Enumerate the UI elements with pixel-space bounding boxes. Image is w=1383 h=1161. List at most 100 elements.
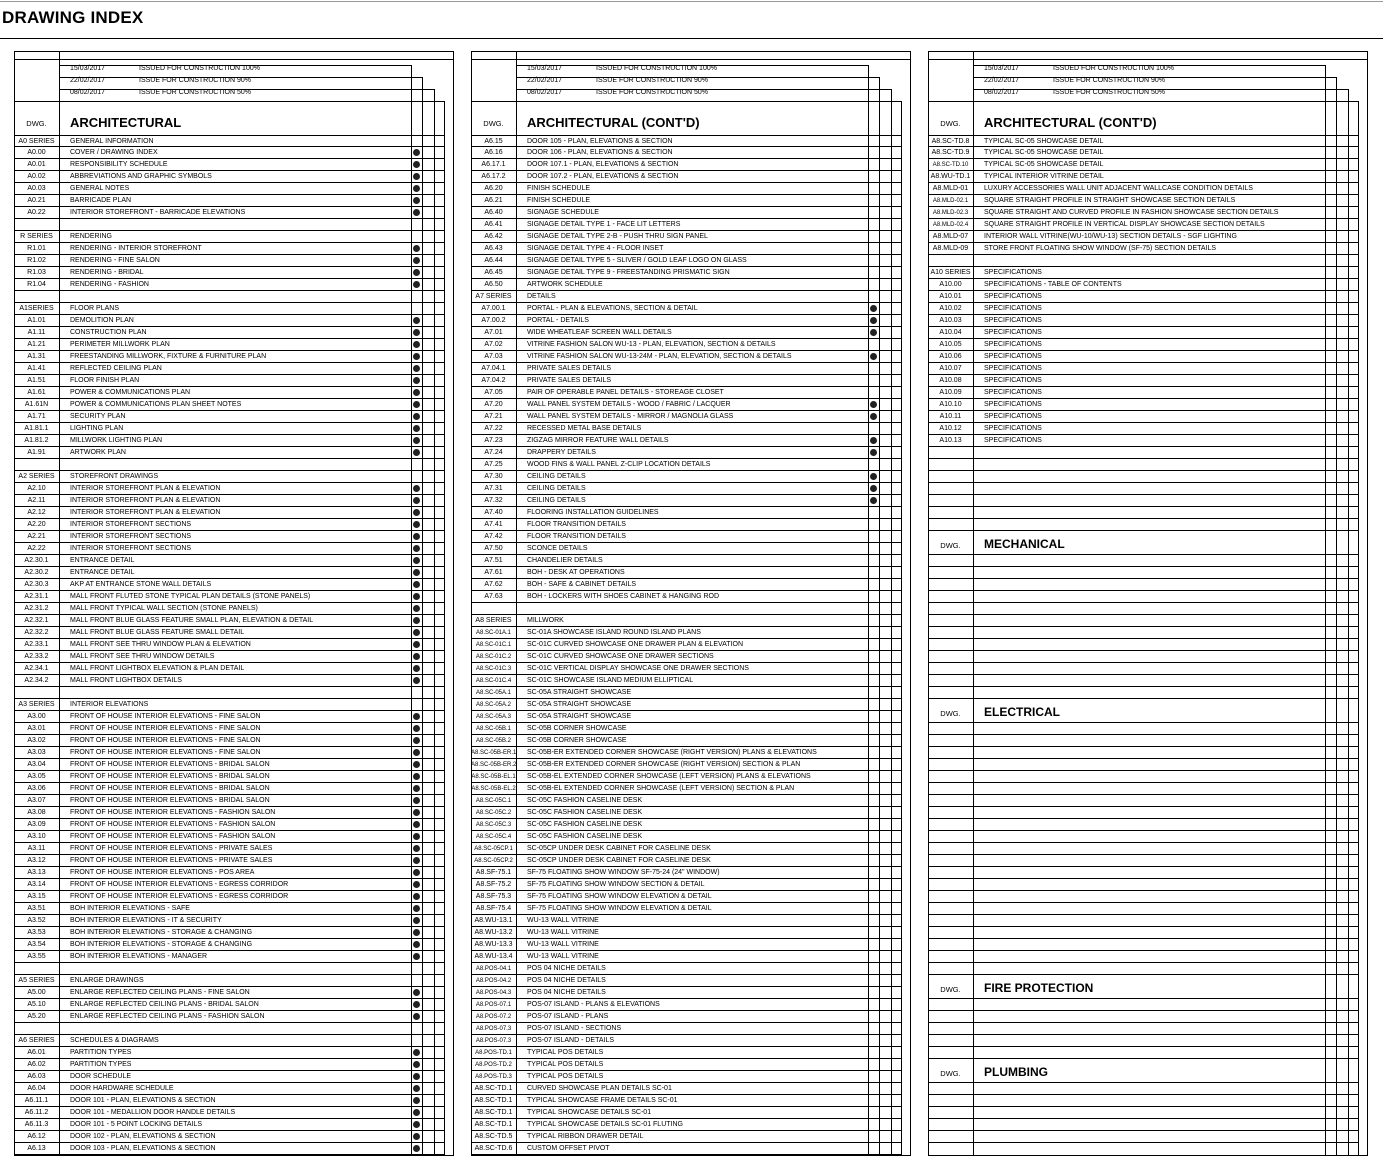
drawing-number: A8.SC-TD.1 xyxy=(474,1109,513,1116)
drawing-number: A8.POS-07.3 xyxy=(475,1026,512,1032)
drawing-number: A8.POS-TD.2 xyxy=(475,1062,512,1068)
drawing-number: A8.SC-05B-EL.2 xyxy=(471,786,516,792)
dwg-label: DWG. xyxy=(940,709,961,718)
drawing-number: A1.51 xyxy=(27,377,46,384)
table-row: A7.23 ZIGZAG MIRROR FEATURE WALL DETAILS xyxy=(471,435,901,447)
issue-date: 08/02/2017 xyxy=(70,89,106,96)
drawing-number: A8.SC-01A.1 xyxy=(475,630,512,636)
table-row: A0.03 GENERAL NOTES xyxy=(14,183,444,195)
table-row: A10.12 SPECIFICATIONS xyxy=(928,423,1358,435)
drawing-title: SF-75 FLOATING SHOW WINDOW ELEVATION & D… xyxy=(527,893,712,900)
issue-label: ISSUE FOR CONSTRUCTION 50% xyxy=(1053,89,1166,96)
issued-dot-icon xyxy=(413,1073,420,1080)
table-row: A0.01 RESPONSIBILITY SCHEDULE xyxy=(14,159,444,171)
drawing-title: SC-01A SHOWCASE ISLAND ROUND ISLAND PLAN… xyxy=(527,629,701,636)
drawing-number: A3.05 xyxy=(27,773,46,780)
drawing-number: A7.63 xyxy=(484,593,503,600)
issued-dot-icon xyxy=(413,857,420,864)
drawing-number: A1SERIES xyxy=(19,305,54,312)
table-row xyxy=(928,1083,1358,1095)
table-row: A3.11 FRONT OF HOUSE INTERIOR ELEVATIONS … xyxy=(14,843,444,855)
table-row: A2.32.1 MALL FRONT BLUE GLASS FEATURE SMA… xyxy=(14,615,444,627)
table-row: A8.SC-TD.1 TYPICAL SHOWCASE DETAILS SC-01… xyxy=(471,1119,901,1131)
drawing-number: A7.62 xyxy=(484,581,503,588)
drawing-title: FRONT OF HOUSE INTERIOR ELEVATIONS - FIN… xyxy=(70,749,261,756)
drawing-number: A7.50 xyxy=(484,545,503,552)
table-row: A10.11 SPECIFICATIONS xyxy=(928,411,1358,423)
table-row: A6.16 DOOR 106 - PLAN, ELEVATIONS & SECTI… xyxy=(471,147,901,159)
drawing-number: A7.02 xyxy=(484,341,503,348)
drawing-number: A1.21 xyxy=(27,341,46,348)
header-rule xyxy=(471,59,911,60)
drawing-number: A6.45 xyxy=(484,269,503,276)
issued-dot-icon xyxy=(413,713,420,720)
drawing-number: A8.WU-13.1 xyxy=(474,917,513,924)
table-row xyxy=(928,1107,1358,1119)
issue-bracket-top xyxy=(973,77,1336,78)
table-row: A3.00 FRONT OF HOUSE INTERIOR ELEVATIONS … xyxy=(14,711,444,723)
drawing-number: A8.SC-05C.2 xyxy=(475,810,512,816)
drawing-title: FRONT OF HOUSE INTERIOR ELEVATIONS - FAS… xyxy=(70,809,276,816)
section-title: ELECTRICAL xyxy=(984,705,1060,719)
table-row: A8.MLD-01 LUXURY ACCESSORIES WALL UNIT AD… xyxy=(928,183,1358,195)
issued-dot-icon xyxy=(870,473,877,480)
drawing-number: A3 SERIES xyxy=(18,701,55,708)
issue-line: 08/02/2017 ISSUE FOR CONSTRUCTION 50% xyxy=(928,87,1368,99)
drawing-number: A8.SC-TD.6 xyxy=(474,1145,513,1152)
table-row: R1.01 RENDERING - INTERIOR STOREFRONT xyxy=(14,243,444,255)
drawing-title: LUXURY ACCESSORIES WALL UNIT ADJACENT WA… xyxy=(984,185,1253,192)
issued-dot-icon xyxy=(413,401,420,408)
drawing-title: BOH INTERIOR ELEVATIONS - IT & SECURITY xyxy=(70,917,222,924)
table-row xyxy=(928,963,1358,975)
drawing-title: DOOR 101 - 5 POINT LOCKING DETAILS xyxy=(70,1121,202,1128)
drawing-title: INTERIOR STOREFRONT PLAN & ELEVATION xyxy=(70,509,221,516)
issue-label: ISSUE FOR CONSTRUCTION 90% xyxy=(139,77,252,84)
issue-label: ISSUE FOR CONSTRUCTION 50% xyxy=(596,89,709,96)
table-row xyxy=(928,891,1358,903)
drawing-number: A8.SF-75.1 xyxy=(475,869,512,876)
issued-dot-icon xyxy=(413,317,420,324)
drawing-number: A10.03 xyxy=(939,317,962,324)
table-row: A10.10 SPECIFICATIONS xyxy=(928,399,1358,411)
table-row xyxy=(928,447,1358,459)
index-column-2: 15/03/2017 ISSUED FOR CONSTRUCTION 100% 22… xyxy=(471,51,917,1161)
drawing-number: A3.55 xyxy=(27,953,46,960)
table-row: A2.30.3 AKP AT ENTRANCE STONE WALL DETAIL… xyxy=(14,579,444,591)
drawing-title: FRONT OF HOUSE INTERIOR ELEVATIONS - FIN… xyxy=(70,737,261,744)
drawing-number: A7.32 xyxy=(484,497,503,504)
table-row: A8.SC-01A.1 SC-01A SHOWCASE ISLAND ROUND … xyxy=(471,627,901,639)
issued-dot-icon xyxy=(413,1001,420,1008)
table-row xyxy=(928,603,1358,615)
drawing-title: ENLARGE REFLECTED CEILING PLANS - FINE S… xyxy=(70,989,250,996)
table-row: A6.13 DOOR 103 - PLAN, ELEVATIONS & SECTI… xyxy=(14,1143,444,1155)
drawing-title: POS 04 NICHE DETAILS xyxy=(527,977,606,984)
drawing-number: A3.12 xyxy=(27,857,46,864)
table-row: A3.05 FRONT OF HOUSE INTERIOR ELEVATIONS … xyxy=(14,771,444,783)
table-row xyxy=(928,663,1358,675)
drawing-number: A8.POS-04.1 xyxy=(475,966,512,972)
table-row: A10.07 SPECIFICATIONS xyxy=(928,363,1358,375)
issued-dot-icon xyxy=(413,1097,420,1104)
drawing-title: FINISH SCHEDULE xyxy=(527,185,591,192)
table-row xyxy=(928,591,1358,603)
drawing-title: SC-05B-ER EXTENDED CORNER SHOWCASE (RIGH… xyxy=(527,749,817,756)
drawing-number: A2.12 xyxy=(27,509,46,516)
table-row xyxy=(928,915,1358,927)
table-row xyxy=(928,1119,1358,1131)
table-row: A2.20 INTERIOR STOREFRONT SECTIONS xyxy=(14,519,444,531)
drawing-title: SPECIFICATIONS xyxy=(984,425,1042,432)
drawing-title: ABBREVIATIONS AND GRAPHIC SYMBOLS xyxy=(70,173,212,180)
drawing-number: A0.02 xyxy=(27,173,46,180)
dwg-label: DWG. xyxy=(940,119,961,128)
drawing-number: A8.SC-TD.1 xyxy=(474,1097,513,1104)
drawing-title: SC-05C FASHION CASELINE DESK xyxy=(527,809,643,816)
section-header: DWG. ARCHITECTURAL (CONT'D) xyxy=(928,109,1368,133)
issued-dot-icon xyxy=(413,257,420,264)
drawing-title: MALL FRONT TYPICAL WALL SECTION (STONE P… xyxy=(70,605,258,612)
drawing-title: TYPICAL INTERIOR VITRINE DETAIL xyxy=(984,173,1104,180)
table-row: A10.02 SPECIFICATIONS xyxy=(928,303,1358,315)
table-row: A8.WU-13.1 WU-13 WALL VITRINE xyxy=(471,915,901,927)
drawing-number: A7.22 xyxy=(484,425,503,432)
drawing-title: SPECIFICATIONS xyxy=(984,437,1042,444)
drawing-number: A1.31 xyxy=(27,353,46,360)
